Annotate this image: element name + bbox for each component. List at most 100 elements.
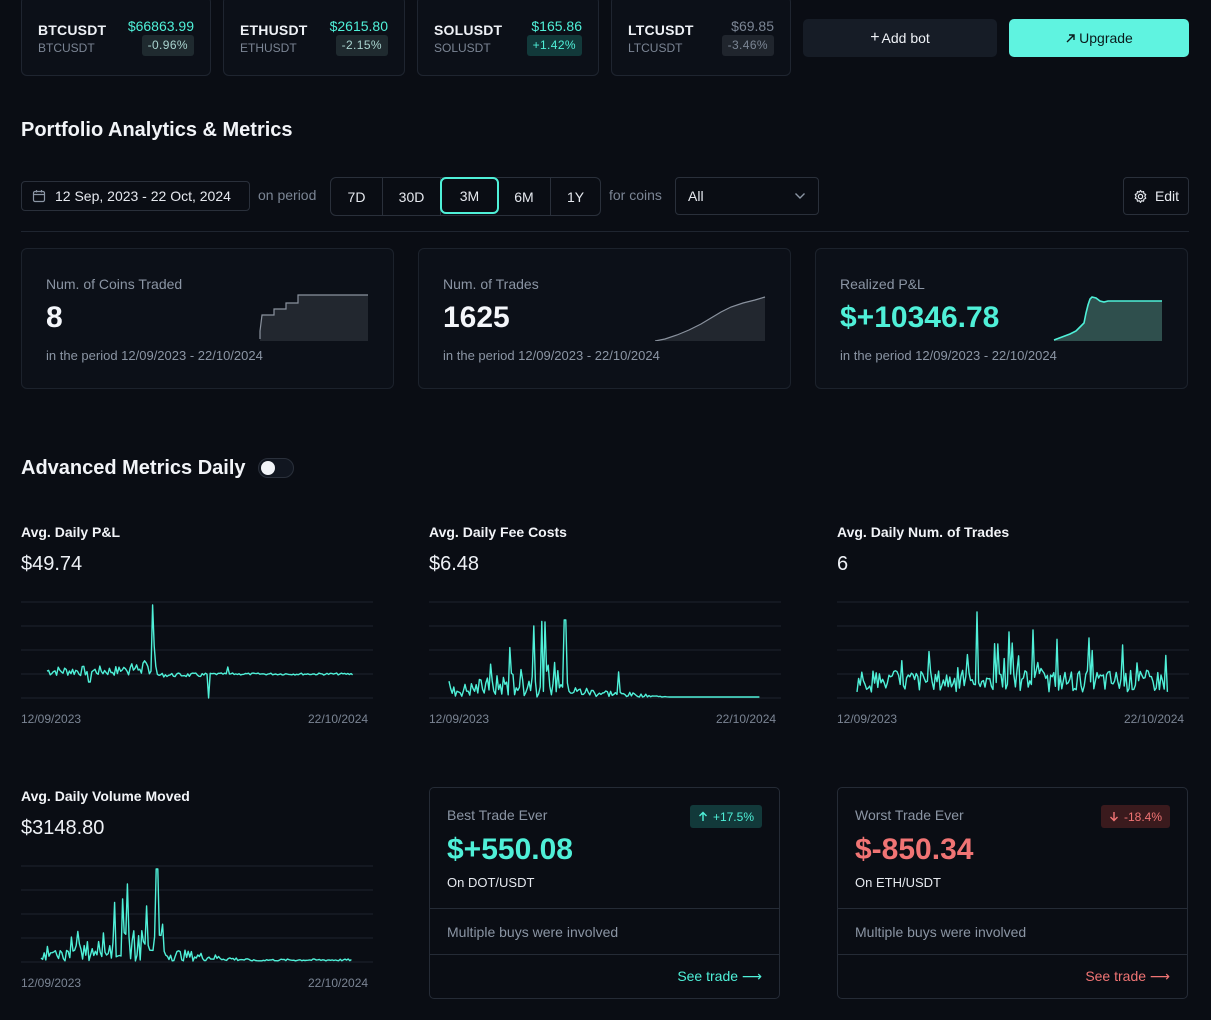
daily-value: $6.48 <box>429 553 480 575</box>
date-range-text: 12 Sep, 2023 - 22 Oct, 2024 <box>55 188 231 204</box>
chart-start-date: 12/09/2023 <box>837 712 898 726</box>
plus-icon: + <box>870 29 880 46</box>
coins-sparkline <box>259 294 368 341</box>
see-trade-label: See trade <box>1085 968 1147 984</box>
chart-end-date: 22/10/2024 <box>1124 712 1185 726</box>
toggle-knob <box>261 461 275 475</box>
daily-value: $49.74 <box>21 553 83 575</box>
daily-label: Avg. Daily Num. of Trades <box>837 524 1010 540</box>
daily-label: Avg. Daily P&L <box>21 524 121 540</box>
metric-title: Realized P&L <box>840 276 925 292</box>
edit-label: Edit <box>1154 188 1180 204</box>
period-3m[interactable]: 3M <box>440 177 499 214</box>
arrow-down-icon <box>1109 812 1118 822</box>
edit-button[interactable]: Edit <box>1123 177 1189 215</box>
worst-trade-note: Multiple buys were involved <box>855 924 1027 940</box>
ticker-card-eth[interactable]: ETHUSDT ETHUSDT $2615.80 -2.15% <box>223 0 405 76</box>
coins-select-value: All <box>688 188 704 204</box>
ticker-change-badge: -3.46% <box>721 35 774 56</box>
metric-card-trades: Num. of Trades 1625 in the period 12/09/… <box>418 248 791 389</box>
ticker-price: $66863.99 <box>127 18 194 34</box>
arrow-up-right-icon <box>1066 33 1075 42</box>
best-trade-value: $+550.08 <box>447 833 573 866</box>
worst-trade-pair: On ETH/USDT <box>855 875 941 890</box>
period-30d[interactable]: 30D <box>383 178 441 215</box>
series-line <box>46 604 354 699</box>
card-divider <box>838 954 1187 955</box>
ticker-subtitle: BTCUSDT <box>38 41 95 55</box>
best-trade-see-link[interactable]: See trade ⟶ <box>677 968 762 985</box>
period-6m[interactable]: 6M <box>498 178 551 215</box>
best-trade-pair: On DOT/USDT <box>447 875 535 890</box>
ticker-symbol: SOLUSDT <box>434 22 503 38</box>
daily-trades-chart <box>837 601 1189 699</box>
best-trade-badge: +17.5% <box>689 805 762 828</box>
ticker-price: $69.85 <box>731 18 774 34</box>
metric-value: 8 <box>46 301 63 334</box>
daily-fee-chart <box>429 601 781 699</box>
daily-value: 6 <box>837 553 849 575</box>
arrow-up-icon <box>698 811 707 821</box>
worst-trade-badge: -18.4% <box>1100 805 1170 828</box>
page-title: Portfolio Analytics & Metrics <box>21 119 293 141</box>
advanced-metrics-toggle[interactable] <box>258 458 294 478</box>
ticker-symbol: BTCUSDT <box>38 22 107 38</box>
metric-subtitle: in the period 12/09/2023 - 22/10/2024 <box>443 348 660 363</box>
ticker-symbol: ETHUSDT <box>240 22 308 38</box>
worst-trade-see-link[interactable]: See trade ⟶ <box>1085 968 1170 985</box>
arrow-right-icon: ⟶ <box>741 968 762 984</box>
ticker-change-badge: -0.96% <box>141 35 194 56</box>
chart-end-date: 22/10/2024 <box>308 976 369 990</box>
arrow-right-icon: ⟶ <box>1149 968 1170 984</box>
advanced-metrics-title: Advanced Metrics Daily <box>21 457 246 479</box>
daily-pnl-chart <box>21 601 373 699</box>
chart-end-date: 22/10/2024 <box>716 712 777 726</box>
chevron-down-icon <box>795 193 805 199</box>
ticker-card-ltc[interactable]: LTCUSDT LTCUSDT $69.85 -3.46% <box>611 0 791 76</box>
ticker-card-sol[interactable]: SOLUSDT SOLUSDT $165.86 +1.42% <box>417 0 599 76</box>
on-period-label: on period <box>258 187 317 203</box>
upgrade-label: Upgrade <box>1079 30 1133 46</box>
best-trade-title: Best Trade Ever <box>447 807 548 823</box>
ticker-card-btc[interactable]: BTCUSDT BTCUSDT $66863.99 -0.96% <box>21 0 211 76</box>
period-7d[interactable]: 7D <box>331 178 383 215</box>
ticker-change-badge: +1.42% <box>526 35 582 56</box>
card-divider <box>430 908 779 909</box>
ticker-price: $165.86 <box>531 18 582 34</box>
ticker-subtitle: SOLUSDT <box>434 41 491 55</box>
for-coins-label: for coins <box>609 187 662 203</box>
chart-start-date: 12/09/2023 <box>21 712 82 726</box>
period-1y[interactable]: 1Y <box>566 188 585 205</box>
trades-sparkline <box>655 296 766 341</box>
chart-end-date: 22/10/2024 <box>308 712 369 726</box>
best-trade-note: Multiple buys were involved <box>447 924 619 940</box>
metric-card-coins: Num. of Coins Traded 8 in the period 12/… <box>21 248 394 389</box>
date-range-picker[interactable]: 12 Sep, 2023 - 22 Oct, 2024 <box>21 181 250 211</box>
metric-title: Num. of Coins Traded <box>46 276 183 292</box>
metric-card-pnl: Realized P&L $+10346.78 in the period 12… <box>815 248 1188 389</box>
worst-trade-value: $-850.34 <box>855 833 974 866</box>
gear-icon <box>1134 189 1147 203</box>
worst-trade-card: Worst Trade Ever -18.4% $-850.34 On ETH/… <box>837 787 1188 999</box>
daily-value: $3148.80 <box>21 817 105 839</box>
chart-start-date: 12/09/2023 <box>429 712 490 726</box>
metric-value: 1625 <box>443 301 510 334</box>
series-line <box>40 868 352 962</box>
series-line <box>856 611 1169 693</box>
coins-select[interactable]: All <box>675 177 819 215</box>
add-bot-label: Add bot <box>881 30 930 46</box>
best-trade-badge-text: +17.5% <box>712 809 754 824</box>
period-selector: 7D 30D 3M 6M 1Y <box>330 177 601 216</box>
metric-title: Num. of Trades <box>443 276 539 292</box>
add-bot-button[interactable]: + Add bot <box>803 19 997 57</box>
daily-volume-chart <box>21 865 373 963</box>
ticker-subtitle: LTCUSDT <box>628 41 683 55</box>
pnl-sparkline <box>1053 296 1162 341</box>
metric-subtitle: in the period 12/09/2023 - 22/10/2024 <box>840 348 1057 363</box>
ticker-change-badge: -2.15% <box>335 35 388 56</box>
series-line <box>448 619 760 698</box>
upgrade-button[interactable]: Upgrade <box>1009 19 1189 57</box>
chart-start-date: 12/09/2023 <box>21 976 82 990</box>
ticker-subtitle: ETHUSDT <box>240 41 297 55</box>
worst-trade-badge-text: -18.4% <box>1123 809 1162 824</box>
